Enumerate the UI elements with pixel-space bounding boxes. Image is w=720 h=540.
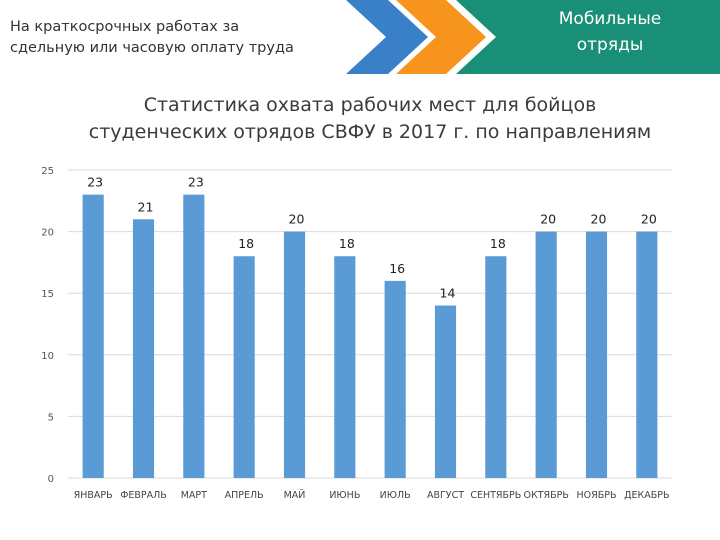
x-tick-label: МАРТ bbox=[181, 490, 207, 501]
x-tick-label: СЕНТЯБРЬ bbox=[470, 490, 521, 501]
data-label: 18 bbox=[238, 236, 254, 251]
badge-shape bbox=[456, 0, 720, 74]
data-label: 20 bbox=[591, 212, 607, 227]
x-tick-label: НОЯБРЬ bbox=[577, 490, 617, 501]
bar bbox=[183, 194, 205, 478]
x-tick-label: АПРЕЛЬ bbox=[225, 490, 264, 501]
y-axis-ticks: 0 5 10 15 20 25 bbox=[41, 166, 54, 485]
data-label: 18 bbox=[490, 236, 506, 251]
x-tick-label: ИЮЛЬ bbox=[380, 490, 411, 501]
data-label: 20 bbox=[641, 212, 657, 227]
bar bbox=[384, 280, 406, 478]
data-label: 16 bbox=[389, 261, 405, 276]
y-tick-label: 15 bbox=[41, 289, 54, 300]
blue-chevron-shape bbox=[346, 0, 428, 74]
bar bbox=[434, 305, 457, 478]
bar bbox=[636, 231, 658, 478]
data-labels: 23 21 23 18 20 18 16 14 18 20 20 20 bbox=[87, 175, 657, 301]
bar bbox=[585, 231, 608, 478]
header-decoration bbox=[346, 0, 720, 74]
data-label: 20 bbox=[289, 212, 305, 227]
bar bbox=[535, 231, 557, 478]
bar bbox=[283, 231, 306, 478]
subtitle-line: сдельную или часовую оплату труда bbox=[10, 40, 294, 56]
badge-line: отряды bbox=[576, 35, 644, 55]
x-tick-label: ИЮНЬ bbox=[329, 490, 360, 501]
data-label: 23 bbox=[188, 175, 204, 190]
y-tick-label: 20 bbox=[41, 228, 54, 239]
section-badge: Мобильные отряды bbox=[505, 6, 715, 58]
x-tick-label: АВГУСТ bbox=[427, 490, 464, 501]
x-tick-label: ОКТЯБРЬ bbox=[523, 490, 568, 501]
badge-line: Мобильные bbox=[558, 9, 662, 29]
y-tick-label: 5 bbox=[48, 412, 54, 423]
y-tick-label: 25 bbox=[41, 166, 54, 177]
y-tick-label: 10 bbox=[41, 351, 54, 362]
x-tick-label: ФЕВРАЛЬ bbox=[120, 490, 167, 501]
data-label: 18 bbox=[339, 236, 355, 251]
chart-title-line: Статистика охвата рабочих мест для бойцо… bbox=[143, 94, 597, 116]
bar bbox=[334, 256, 356, 478]
x-tick-label: ЯНВАРЬ bbox=[74, 490, 113, 501]
data-label: 23 bbox=[87, 175, 103, 190]
bars bbox=[82, 194, 658, 478]
x-axis-ticks: ЯНВАРЬ ФЕВРАЛЬ МАРТ АПРЕЛЬ МАЙ ИЮНЬ ИЮЛЬ АВГУСТ… bbox=[74, 489, 670, 501]
chart-title: Статистика охвата рабочих мест для бойцо… bbox=[30, 92, 710, 146]
orange-chevron-shape bbox=[396, 0, 486, 74]
subtitle-line: На краткосрочных работах за bbox=[10, 19, 240, 35]
data-label: 21 bbox=[138, 199, 154, 214]
bar bbox=[132, 219, 155, 478]
bar bbox=[485, 256, 507, 478]
bar bbox=[82, 194, 104, 478]
data-label: 14 bbox=[440, 286, 456, 301]
x-tick-label: МАЙ bbox=[284, 489, 306, 501]
bar bbox=[233, 256, 255, 478]
slide-subtitle: На краткосрочных работах за сдельную или… bbox=[10, 17, 340, 59]
x-tick-label: ДЕКАБРЬ bbox=[624, 490, 669, 501]
gridlines bbox=[68, 169, 672, 479]
chart-title-line: студенческих отрядов СВФУ в 2017 г. по н… bbox=[88, 121, 652, 143]
data-label: 20 bbox=[540, 212, 556, 227]
y-tick-label: 0 bbox=[48, 474, 54, 485]
